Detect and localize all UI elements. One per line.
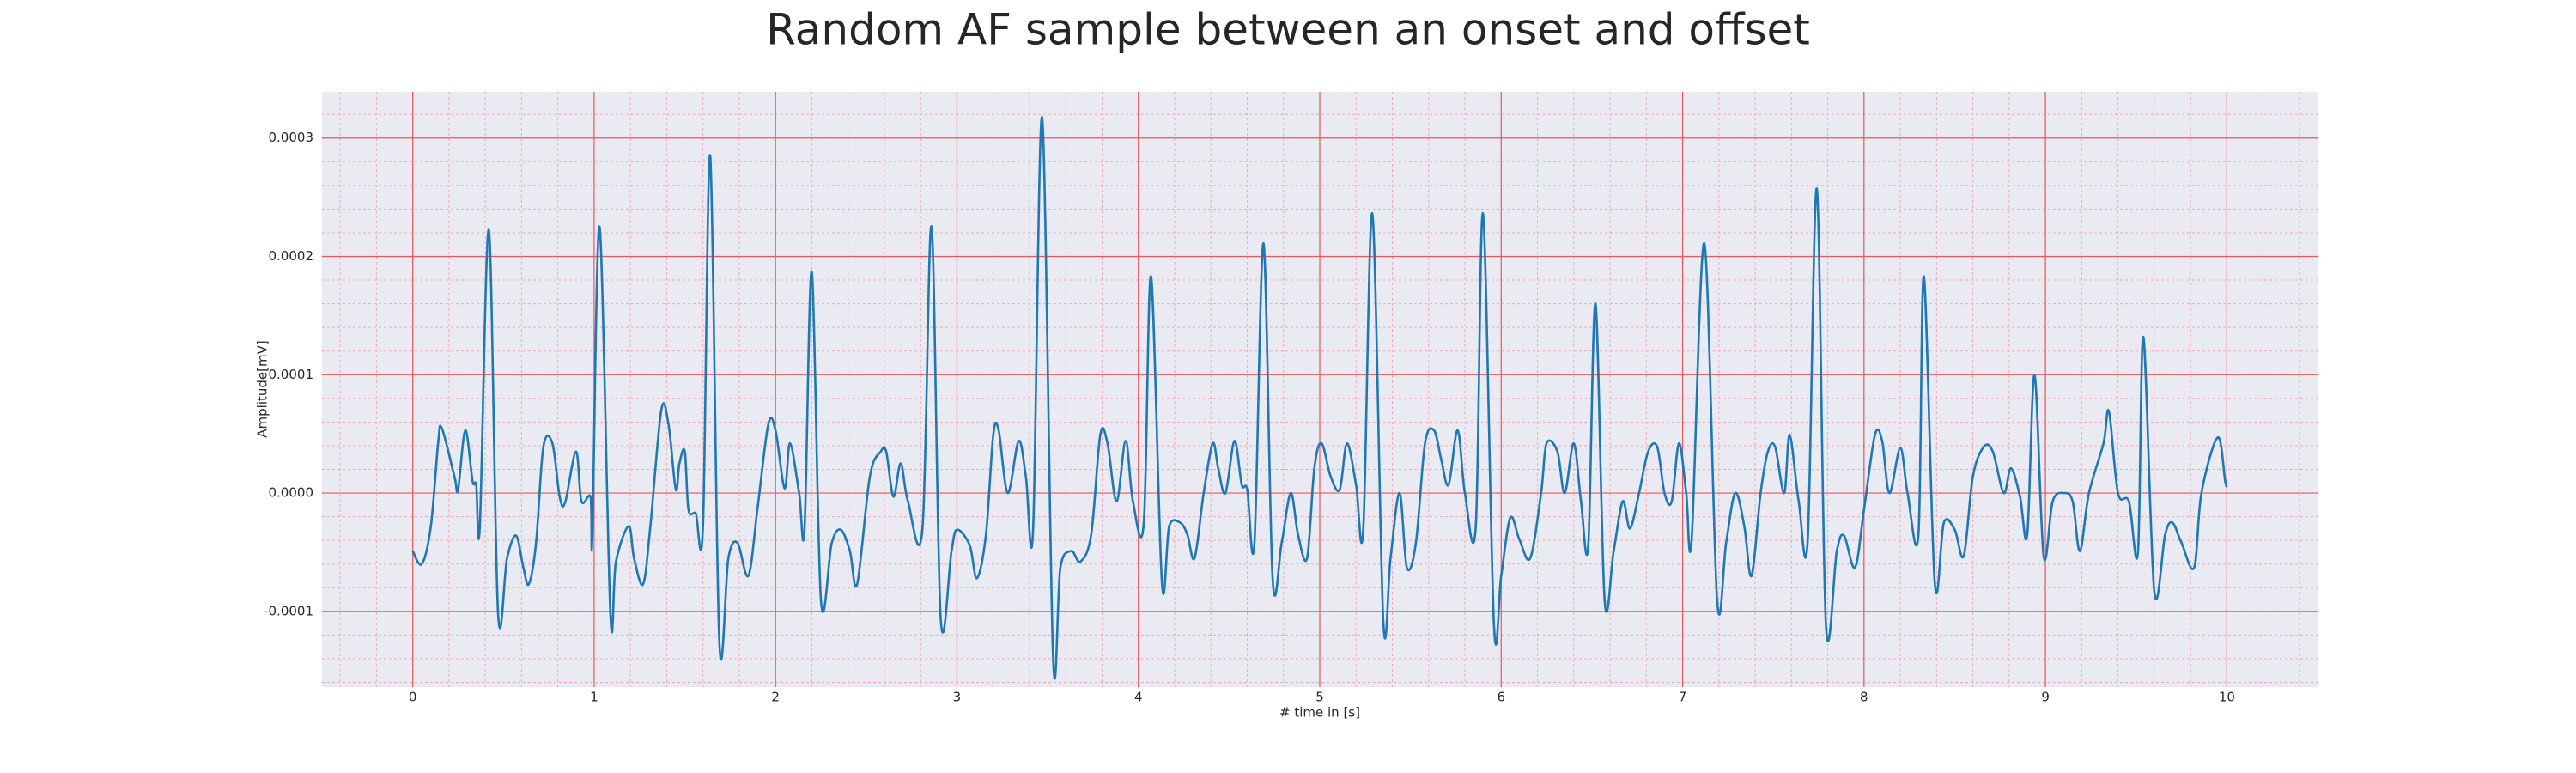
grid [322,92,2318,687]
x-tick-label: 5 [1315,690,1324,705]
y-tick-label: -0.0001 [264,603,313,618]
y-tick-label: 0.0001 [269,367,314,382]
x-tick-label: 6 [1497,690,1505,705]
chart-title: Random AF sample between an onset and of… [766,5,1810,55]
y-tick-label: 0.0003 [269,130,314,145]
signal-line [411,116,2228,680]
x-axis-label: # time in [s] [1279,705,1360,721]
x-tick-label: 3 [953,690,962,705]
x-tick-label: 1 [590,690,598,705]
y-tick-label: 0.0000 [269,485,314,501]
x-tick-label: 10 [2219,690,2235,705]
y-tick-label: 0.0002 [269,248,314,264]
x-tick-label: 4 [1134,690,1143,705]
x-tick-label: 2 [771,690,780,705]
x-tick-label: 8 [1860,690,1868,705]
y-axis-label: Amplitude[mV] [255,340,270,437]
x-tick-label: 9 [2041,690,2050,705]
x-tick-label: 7 [1679,690,1687,705]
x-tick-label: 0 [409,690,417,705]
